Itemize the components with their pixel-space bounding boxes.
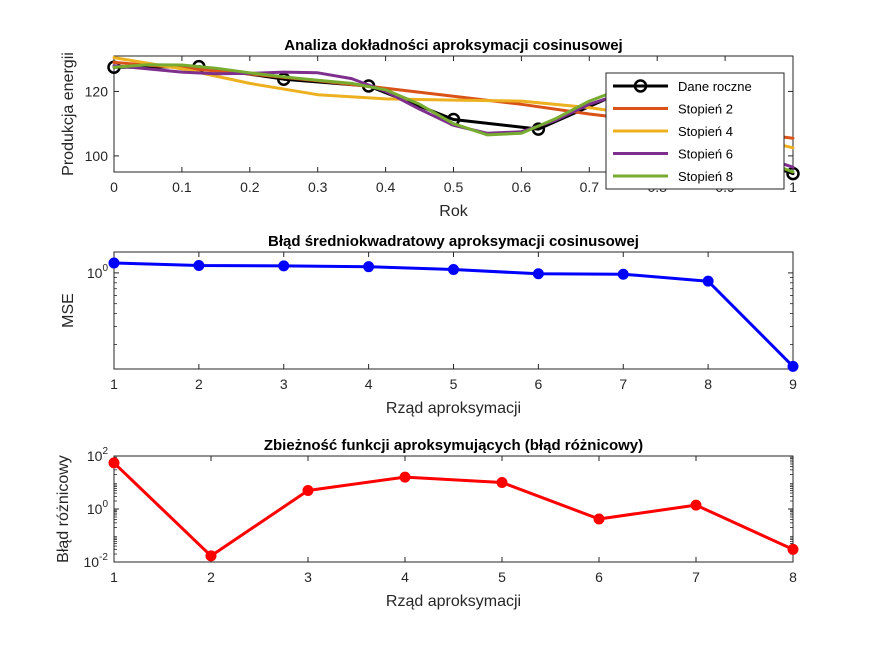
x-tick-label: 2 — [195, 376, 203, 392]
data-point — [496, 477, 508, 488]
data-point — [690, 499, 702, 511]
legend-entry: Dane roczne — [678, 79, 752, 94]
data-point — [593, 513, 605, 525]
chart-title: Błąd średniokwadratowy aproksymacji cosi… — [268, 233, 639, 250]
x-tick-label: 0.4 — [376, 179, 396, 195]
x-tick-label: 4 — [401, 569, 409, 585]
legend-marker — [633, 79, 648, 93]
y-tick-label: 100 — [87, 499, 109, 517]
x-axis-label: Rok — [439, 203, 468, 220]
x-tick-label: 0.7 — [580, 179, 600, 195]
chart-1: 00.10.20.30.40.50.60.70.80.91100120Anali… — [60, 37, 800, 220]
y-axis-label: Produkcja energii — [60, 52, 77, 176]
legend-entry: Stopień 4 — [678, 124, 733, 139]
series-line-3 — [112, 461, 795, 558]
x-tick-label: 5 — [450, 376, 458, 392]
x-tick-label: 0.1 — [172, 179, 192, 195]
data-point — [278, 260, 290, 272]
chart-title: Zbieżność funkcji aproksymujących (błąd … — [264, 437, 643, 454]
chart-title: Analiza dokładności aproksymacji cosinus… — [284, 37, 622, 54]
x-tick-label: 8 — [789, 569, 797, 585]
x-tick-label: 9 — [789, 376, 797, 392]
x-tick-label: 0.5 — [444, 179, 464, 195]
legend: Dane roczne Stopień 2 Stopień 4 Stopień 6 St… — [605, 72, 785, 190]
x-tick-label: 1 — [110, 569, 118, 585]
x-tick-label: 3 — [280, 376, 288, 392]
x-tick-label: 7 — [692, 569, 700, 585]
data-point — [193, 260, 205, 272]
x-tick-label: 5 — [498, 569, 506, 585]
chart-3: 1 2 3 4 5 6 7 8 10-2 100 102 Zbieżność funkcji apro… — [55, 437, 799, 610]
x-tick-label: 0.2 — [240, 179, 260, 195]
x-tick-label: 0.6 — [512, 179, 532, 195]
x-tick-label: 6 — [595, 569, 603, 585]
data-point — [205, 550, 217, 562]
data-point — [363, 261, 375, 273]
x-tick-label: 8 — [704, 376, 712, 392]
x-tick-label: 4 — [365, 376, 373, 392]
data-point — [787, 360, 799, 372]
x-tick-label: 0.3 — [308, 179, 328, 195]
data-point — [399, 471, 411, 483]
x-axis-label: Rząd aproksymacji — [386, 400, 521, 417]
y-axis-label: MSE — [60, 293, 77, 328]
y-tick-label: 102 — [87, 446, 109, 464]
legend-entry: Stopień 6 — [678, 147, 733, 162]
y-tick-label: 100 — [85, 148, 109, 164]
x-tick-label: 2 — [207, 569, 215, 585]
x-tick-label: 3 — [304, 569, 312, 585]
data-point — [617, 268, 629, 280]
chart-2: 1 2 3 4 5 6 7 8 9 100 Błąd średniokwadratowy aprok… — [60, 233, 799, 417]
data-point — [702, 275, 714, 287]
y-tick-label: 100 — [87, 263, 109, 281]
legend-entry: Stopień 8 — [678, 169, 733, 184]
data-point — [108, 257, 120, 269]
x-axis-label: Rząd aproksymacji — [386, 593, 521, 610]
y-tick-label: 120 — [85, 83, 109, 99]
x-tick-label: 0 — [110, 179, 118, 195]
y-tick-label: 10-2 — [84, 552, 109, 570]
x-tick-label: 1 — [110, 376, 118, 392]
y-axis-label: Błąd różnicowy — [55, 455, 72, 563]
x-tick-label: 1 — [789, 179, 797, 195]
x-tick-label: 6 — [534, 376, 542, 392]
legend-entry: Stopień 2 — [678, 102, 733, 117]
data-point — [532, 268, 544, 280]
data-point — [448, 263, 459, 275]
x-tick-label: 7 — [619, 376, 627, 392]
data-point — [108, 457, 120, 469]
plot-area — [113, 455, 794, 563]
data-point — [302, 484, 314, 496]
data-point — [787, 543, 799, 555]
